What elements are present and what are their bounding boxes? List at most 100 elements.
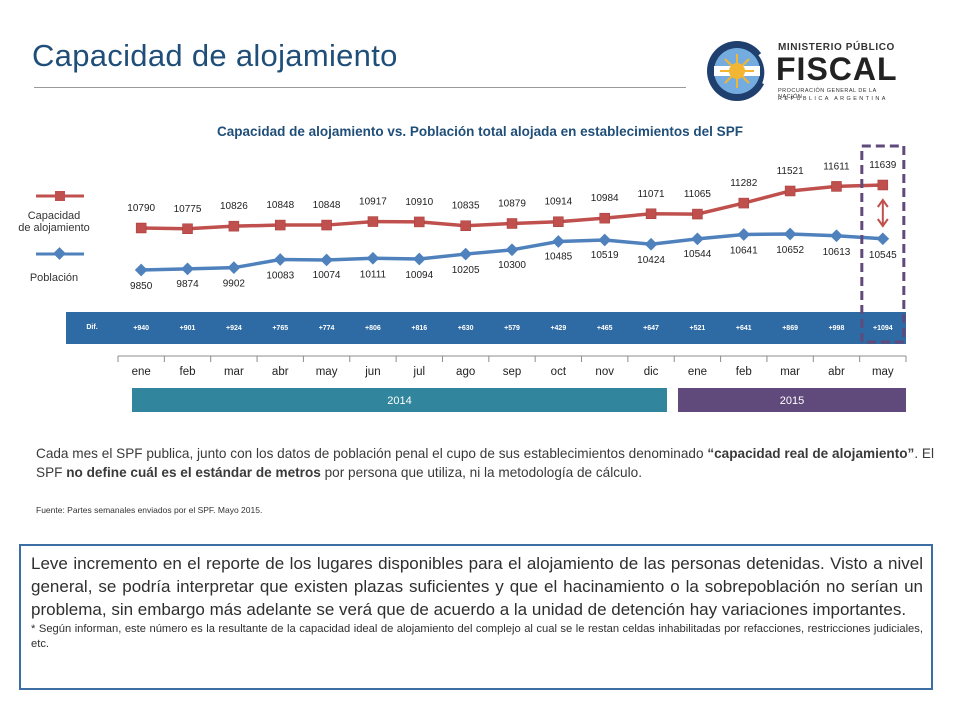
logo-line-ministerio: MINISTERIO PÚBLICO: [778, 42, 895, 53]
diff-value: +901: [180, 325, 196, 332]
diff-value: +869: [782, 325, 798, 332]
x-tick-label: abr: [828, 366, 845, 378]
capacity-data-label: 10914: [544, 197, 572, 208]
diff-value: +429: [550, 325, 566, 332]
diff-value: +998: [829, 325, 845, 332]
conclusion-footnote: * Según informan, este número es la resu…: [31, 623, 923, 650]
population-data-label: 10424: [637, 255, 665, 266]
population-point: [366, 251, 380, 265]
population-data-label: 10485: [544, 251, 572, 262]
x-tick-label: may: [316, 366, 338, 378]
population-point: [691, 232, 704, 246]
capacity-point: [460, 220, 471, 231]
capacity-point: [367, 216, 379, 227]
diff-value: +647: [643, 325, 659, 332]
gap-arrow-head-up: [877, 198, 889, 208]
population-point: [830, 229, 843, 243]
year-band-2014: [132, 388, 667, 412]
highlight-box: [860, 144, 906, 344]
population-data-label: 10545: [869, 250, 897, 261]
capacity-point: [321, 219, 332, 231]
sun-emblem-icon: [707, 41, 768, 101]
gap-arrow-head-down: [877, 218, 889, 228]
capacity-point: [692, 208, 703, 220]
population-data-label: 10300: [498, 260, 526, 271]
population-data-label: 10613: [823, 247, 851, 258]
capacity-data-label: 11282: [730, 178, 758, 189]
population-point: [737, 228, 751, 241]
population-data-label: 10544: [684, 249, 712, 260]
diff-value: +630: [458, 325, 474, 332]
year-band-label: 2014: [387, 395, 411, 407]
capacity-data-label: 11521: [777, 166, 805, 177]
population-data-label: 9850: [130, 281, 153, 292]
population-point: [783, 227, 797, 241]
logo-line-procuracion: PROCURACIÓN GENERAL DE LA NACIÓN: [778, 88, 877, 100]
capacity-data-label: 11639: [869, 160, 897, 171]
legend-population-marker: [53, 247, 66, 260]
capacity-point: [738, 197, 750, 209]
capacity-data-label: 11611: [823, 161, 850, 172]
capacity-point: [645, 208, 657, 220]
capacity-data-label: 10848: [313, 200, 341, 211]
diff-value: +940: [133, 325, 149, 332]
chart-title: Capacidad de alojamiento vs. Población t…: [217, 124, 743, 139]
x-tick-label: may: [872, 366, 894, 378]
description-paragraph: Cada mes el SPF publica, junto con los d…: [36, 446, 935, 480]
x-tick-label: feb: [180, 366, 196, 378]
logo-line-fiscal: FISCAL: [776, 51, 898, 87]
ministerio-publico-fiscal-logo: MINISTERIO PÚBLICO FISCAL PROCURACIÓN GE…: [706, 38, 898, 108]
capacity-point: [506, 218, 518, 229]
x-tick-label: dic: [644, 366, 659, 378]
year-band-label: 2015: [780, 395, 804, 407]
population-data-label: 10519: [591, 250, 619, 261]
x-tick-label: ene: [132, 366, 151, 378]
x-tick-label: ago: [456, 366, 475, 378]
population-point: [412, 252, 426, 266]
population-point: [598, 233, 612, 247]
diff-value: +924: [226, 325, 242, 332]
population-data-label: 10094: [405, 270, 433, 281]
population-point: [459, 247, 473, 261]
capacity-point: [135, 222, 147, 234]
diff-value: +1094: [873, 325, 893, 332]
capacity-point: [228, 220, 240, 232]
title-divider: [34, 87, 686, 88]
diff-value: +774: [319, 325, 335, 332]
conclusion-box: Leve incremento en el reporte de los lug…: [19, 544, 933, 690]
diff-value: +816: [411, 325, 427, 332]
diff-row-label: Dif.: [86, 324, 97, 331]
diff-value: +579: [504, 325, 520, 332]
diff-value: +465: [597, 325, 613, 332]
capacity-data-label: 10775: [174, 204, 202, 215]
capacity-point: [877, 179, 889, 191]
diff-value: +521: [690, 325, 706, 332]
population-data-label: 10652: [776, 245, 804, 256]
legend-population-label: Población: [29, 272, 79, 284]
population-data-label: 10205: [452, 265, 480, 276]
x-tick-label: abr: [272, 366, 289, 378]
capacity-point: [274, 219, 286, 231]
population-point: [876, 232, 890, 246]
population-point: [181, 262, 194, 276]
capacity-data-label: 10879: [498, 198, 526, 209]
source-note: Fuente: Partes semanales enviados por el…: [36, 505, 263, 515]
x-tick-label: mar: [780, 366, 800, 378]
capacity-data-label: 10984: [591, 193, 619, 204]
population-data-label: 9874: [176, 279, 199, 290]
population-point: [320, 253, 333, 267]
logo-line-republica: REPÚBLICA ARGENTINA: [778, 96, 888, 102]
population-data-label: 10111: [360, 269, 387, 280]
capacity-data-label: 11071: [638, 189, 666, 200]
x-tick-label: sep: [503, 366, 522, 378]
x-tick-label: jun: [364, 366, 380, 378]
capacity-point: [414, 216, 425, 228]
diff-row-band: [66, 312, 906, 344]
population-data-label: 10074: [313, 270, 341, 281]
x-tick-label: feb: [736, 366, 752, 378]
capacity-data-label: 10835: [452, 201, 480, 212]
population-data-label: 10641: [730, 245, 758, 256]
x-tick-label: oct: [551, 366, 567, 378]
capacity-point: [784, 185, 796, 197]
capacity-data-label: 10917: [359, 197, 387, 208]
